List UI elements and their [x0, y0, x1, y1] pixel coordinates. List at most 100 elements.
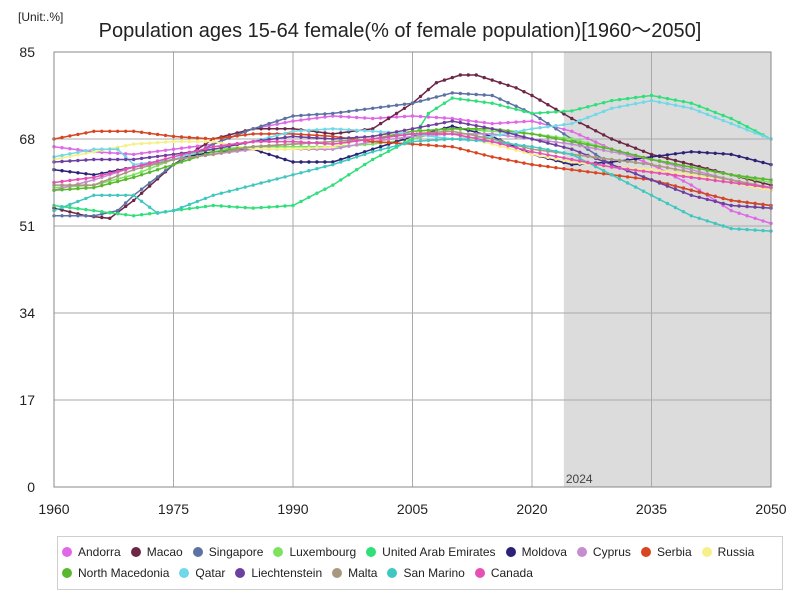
data-point [363, 135, 367, 139]
data-point [442, 101, 447, 105]
data-point [84, 158, 88, 162]
legend-row: North Macedonia Qatar Liechtenstein Malta Sa… [62, 562, 776, 583]
data-point [259, 144, 263, 148]
data-point [625, 181, 630, 185]
data-point [522, 90, 526, 94]
data-point [434, 115, 439, 120]
data-point [482, 100, 486, 104]
data-point [745, 200, 749, 205]
data-point [458, 147, 462, 151]
data-point [450, 75, 454, 80]
legend-item: Singapore [192, 545, 263, 559]
legend-item: North Macedonia [62, 566, 169, 580]
data-point [84, 172, 88, 176]
data-point [442, 93, 447, 97]
data-point [155, 211, 160, 215]
data-point [466, 138, 470, 142]
data-point [697, 195, 701, 199]
data-point [705, 197, 709, 202]
data-point [514, 148, 518, 152]
data-point [299, 160, 303, 164]
data-point [291, 119, 295, 123]
data-point [275, 139, 279, 144]
data-point [410, 114, 415, 118]
data-point [259, 150, 263, 154]
data-point [92, 173, 96, 177]
data-point [235, 134, 239, 138]
data-point [458, 97, 462, 101]
data-point [195, 149, 200, 153]
data-point [482, 135, 486, 140]
data-point [378, 130, 383, 134]
legend-swatch [130, 546, 141, 557]
data-point [482, 138, 486, 142]
data-point [315, 167, 319, 171]
data-point [578, 169, 582, 173]
data-point [434, 138, 439, 142]
data-point [737, 199, 741, 204]
data-point [347, 144, 351, 148]
data-point [299, 132, 303, 137]
data-point [108, 177, 112, 181]
data-point [203, 196, 208, 201]
data-point [371, 147, 375, 151]
data-point [578, 156, 582, 161]
data-point [315, 133, 319, 138]
data-point [283, 175, 287, 179]
data-point [665, 160, 670, 165]
data-point [100, 180, 104, 184]
data-point [665, 102, 670, 106]
data-point [458, 91, 462, 96]
data-point [490, 155, 494, 159]
data-point [562, 158, 566, 163]
data-point [713, 178, 717, 183]
data-point [546, 153, 550, 157]
data-point [124, 152, 128, 156]
data-point [163, 169, 168, 173]
data-point [697, 172, 701, 176]
data-point [594, 112, 598, 117]
data-point [124, 204, 128, 209]
data-point [498, 103, 502, 107]
data-point [371, 137, 375, 141]
x-tick-label: 1990 [277, 501, 308, 517]
data-point [259, 205, 263, 210]
data-point [721, 152, 725, 156]
data-point [331, 111, 335, 116]
data-point [673, 167, 678, 171]
legend-label: Canada [490, 565, 533, 580]
data-point [116, 147, 120, 151]
data-point [554, 107, 558, 112]
data-point [139, 163, 144, 167]
data-point [450, 145, 454, 149]
data-point [649, 157, 654, 162]
data-point [753, 158, 757, 163]
data-point [729, 116, 733, 121]
data-point [625, 159, 630, 164]
data-point [434, 132, 439, 136]
data-point [418, 125, 423, 129]
data-point [610, 162, 614, 167]
data-point [331, 139, 335, 144]
data-point [673, 171, 678, 175]
data-point [92, 178, 96, 182]
data-point [132, 152, 136, 157]
data-point [578, 118, 582, 123]
data-point [530, 137, 534, 141]
data-point [761, 205, 765, 210]
data-point [602, 148, 606, 152]
data-point [514, 159, 518, 164]
data-point [570, 160, 574, 164]
data-point [307, 160, 311, 164]
data-point [490, 78, 494, 82]
data-point [267, 147, 271, 151]
data-point [490, 137, 494, 141]
data-point [323, 112, 327, 116]
data-point [753, 216, 757, 220]
data-point [490, 142, 494, 146]
data-point [371, 127, 375, 131]
data-point [649, 155, 654, 159]
data-point [442, 120, 447, 125]
data-point [729, 226, 733, 231]
data-point [235, 141, 239, 146]
